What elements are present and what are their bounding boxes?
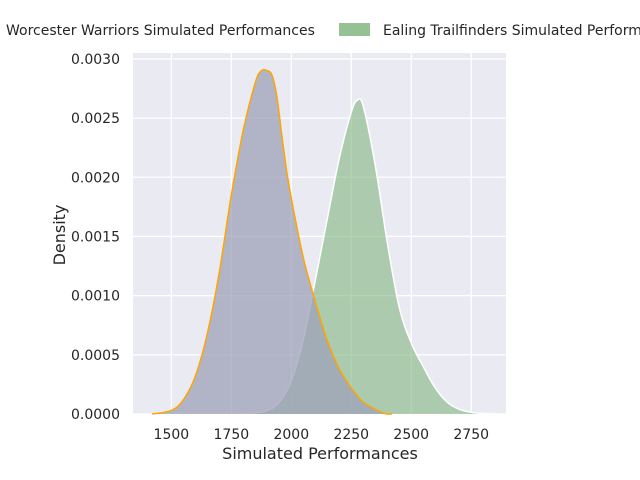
y-tick-label: 0.0020 bbox=[71, 170, 120, 186]
series-layer bbox=[152, 68, 501, 415]
y-axis-ticks: 0.0000 0.0005 0.0010 0.0015 0.0020 0.0025 0.00… bbox=[71, 52, 120, 423]
legend: Ealing Trailfinders Simulated Performanc… bbox=[6, 23, 640, 39]
y-tick-label: 0.0015 bbox=[71, 229, 120, 245]
y-tick-label: 0.0010 bbox=[71, 289, 120, 305]
y-tick-label: 0.0030 bbox=[71, 52, 120, 68]
x-tick-label: 2500 bbox=[393, 427, 429, 443]
x-tick-label: 2750 bbox=[453, 427, 489, 443]
density-fill-worcester bbox=[152, 69, 393, 414]
y-tick-label: 0.0025 bbox=[71, 111, 120, 127]
y-tick-label: 0.0000 bbox=[71, 407, 120, 423]
legend-label-ealing: Ealing Trailfinders Simulated Performanc… bbox=[383, 23, 640, 39]
density-line-worcester bbox=[152, 68, 393, 415]
x-tick-label: 1500 bbox=[154, 427, 190, 443]
y-tick-label: 0.0005 bbox=[71, 348, 120, 364]
x-axis-ticks: 1500 1750 2000 2250 2500 2750 bbox=[154, 427, 489, 443]
x-tick-label: 2250 bbox=[333, 427, 369, 443]
x-tick-label: 2000 bbox=[273, 427, 309, 443]
y-axis-label: Density bbox=[50, 205, 69, 266]
x-tick-label: 1750 bbox=[214, 427, 250, 443]
legend-swatch-ealing bbox=[339, 23, 370, 36]
x-axis-label: Simulated Performances bbox=[222, 444, 418, 463]
legend-label-worcester: Worcester Warriors Simulated Performance… bbox=[6, 23, 315, 39]
